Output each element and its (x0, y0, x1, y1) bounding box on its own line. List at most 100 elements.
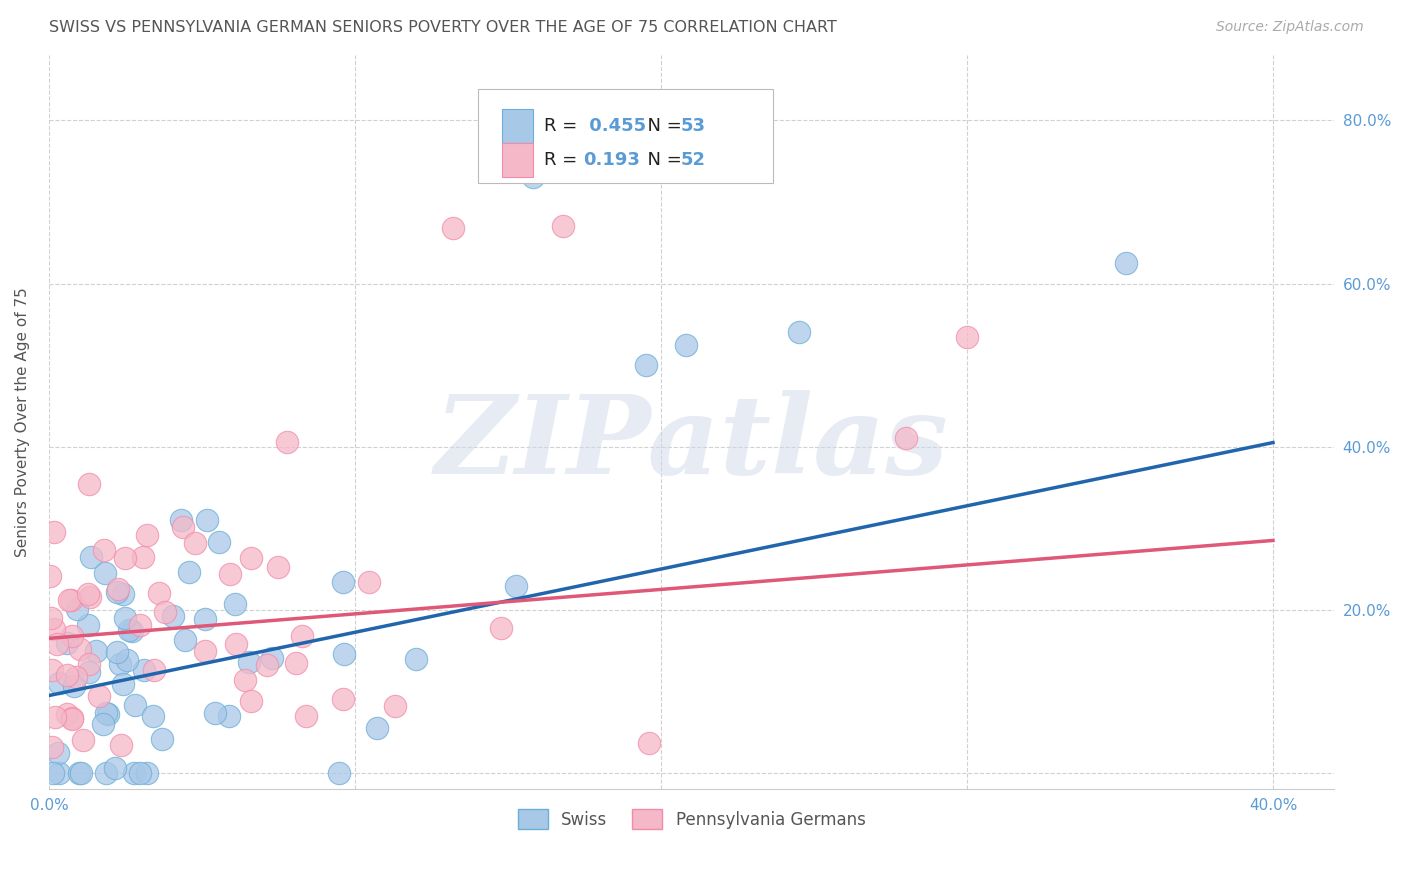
Swiss (124, 698, 146, 712)
Swiss (118, 623, 141, 637)
Pennsylvania Germans (110, 739, 132, 753)
Pennsylvania Germans (219, 567, 242, 582)
Pennsylvania Germans (60, 711, 83, 725)
Swiss (675, 337, 697, 351)
Swiss (1115, 256, 1137, 270)
Swiss (204, 706, 226, 721)
Pennsylvania Germans (129, 617, 152, 632)
Swiss (41, 765, 63, 780)
Swiss (224, 597, 246, 611)
Text: 0.193: 0.193 (583, 151, 640, 169)
Swiss (522, 170, 544, 185)
Pennsylvania Germans (58, 593, 80, 607)
Pennsylvania Germans (69, 641, 91, 656)
Swiss (238, 655, 260, 669)
Pennsylvania Germans (553, 219, 575, 234)
Pennsylvania Germans (42, 622, 65, 636)
Swiss (328, 765, 350, 780)
Text: 0.455: 0.455 (583, 117, 647, 135)
Swiss (208, 534, 231, 549)
Swiss (135, 765, 157, 780)
Pennsylvania Germans (60, 593, 83, 607)
Swiss (634, 358, 657, 372)
Swiss (80, 550, 103, 565)
Swiss (132, 663, 155, 677)
Swiss (91, 716, 114, 731)
Swiss (77, 665, 100, 679)
Pennsylvania Germans (240, 694, 263, 708)
Pennsylvania Germans (441, 221, 464, 235)
Swiss (94, 566, 117, 580)
Pennsylvania Germans (638, 736, 661, 750)
Pennsylvania Germans (384, 699, 406, 714)
Swiss (84, 643, 107, 657)
Text: N =: N = (636, 151, 688, 169)
Swiss (162, 609, 184, 624)
Pennsylvania Germans (56, 706, 79, 721)
Pennsylvania Germans (56, 668, 79, 682)
Pennsylvania Germans (42, 524, 65, 539)
Pennsylvania Germans (294, 709, 316, 723)
Pennsylvania Germans (114, 551, 136, 566)
Text: R =: R = (544, 151, 589, 169)
Swiss (173, 633, 195, 648)
Swiss (195, 513, 218, 527)
Legend: Swiss, Pennsylvania Germans: Swiss, Pennsylvania Germans (512, 802, 872, 836)
Pennsylvania Germans (44, 709, 66, 723)
Swiss (121, 624, 143, 639)
Pennsylvania Germans (956, 329, 979, 343)
Text: N =: N = (636, 117, 688, 135)
Swiss (505, 579, 527, 593)
Pennsylvania Germans (87, 690, 110, 704)
Text: 52: 52 (681, 151, 706, 169)
Text: 53: 53 (681, 117, 706, 135)
Swiss (67, 765, 90, 780)
Swiss (115, 653, 138, 667)
Pennsylvania Germans (77, 586, 100, 600)
Pennsylvania Germans (276, 435, 298, 450)
Pennsylvania Germans (143, 663, 166, 677)
Pennsylvania Germans (136, 527, 159, 541)
Pennsylvania Germans (60, 629, 83, 643)
Swiss (48, 765, 70, 780)
Pennsylvania Germans (184, 535, 207, 549)
Swiss (787, 326, 810, 340)
Pennsylvania Germans (107, 582, 129, 596)
Pennsylvania Germans (256, 657, 278, 672)
Swiss (46, 746, 69, 760)
Swiss (177, 565, 200, 579)
Swiss (150, 731, 173, 746)
Pennsylvania Germans (41, 739, 63, 754)
Pennsylvania Germans (46, 637, 69, 651)
Text: R =: R = (544, 117, 583, 135)
Swiss (108, 657, 131, 672)
Swiss (56, 636, 79, 650)
Text: Source: ZipAtlas.com: Source: ZipAtlas.com (1216, 20, 1364, 34)
Pennsylvania Germans (172, 519, 194, 533)
Swiss (142, 709, 165, 723)
Swiss (66, 602, 89, 616)
Swiss (104, 761, 127, 775)
Pennsylvania Germans (284, 657, 307, 671)
Pennsylvania Germans (93, 542, 115, 557)
Swiss (332, 648, 354, 662)
Swiss (97, 706, 120, 721)
Pennsylvania Germans (240, 551, 263, 566)
Swiss (122, 765, 145, 780)
Swiss (70, 765, 93, 780)
Pennsylvania Germans (153, 605, 176, 619)
Swiss (112, 587, 135, 601)
Pennsylvania Germans (233, 673, 256, 687)
Swiss (62, 679, 84, 693)
Y-axis label: Seniors Poverty Over the Age of 75: Seniors Poverty Over the Age of 75 (15, 287, 30, 558)
Pennsylvania Germans (41, 663, 63, 677)
Pennsylvania Germans (357, 575, 380, 590)
Pennsylvania Germans (79, 591, 101, 605)
Pennsylvania Germans (148, 586, 170, 600)
Swiss (96, 706, 118, 720)
Swiss (129, 765, 152, 780)
Pennsylvania Germans (267, 559, 290, 574)
Pennsylvania Germans (77, 477, 100, 491)
Pennsylvania Germans (332, 692, 354, 706)
Pennsylvania Germans (72, 733, 94, 747)
